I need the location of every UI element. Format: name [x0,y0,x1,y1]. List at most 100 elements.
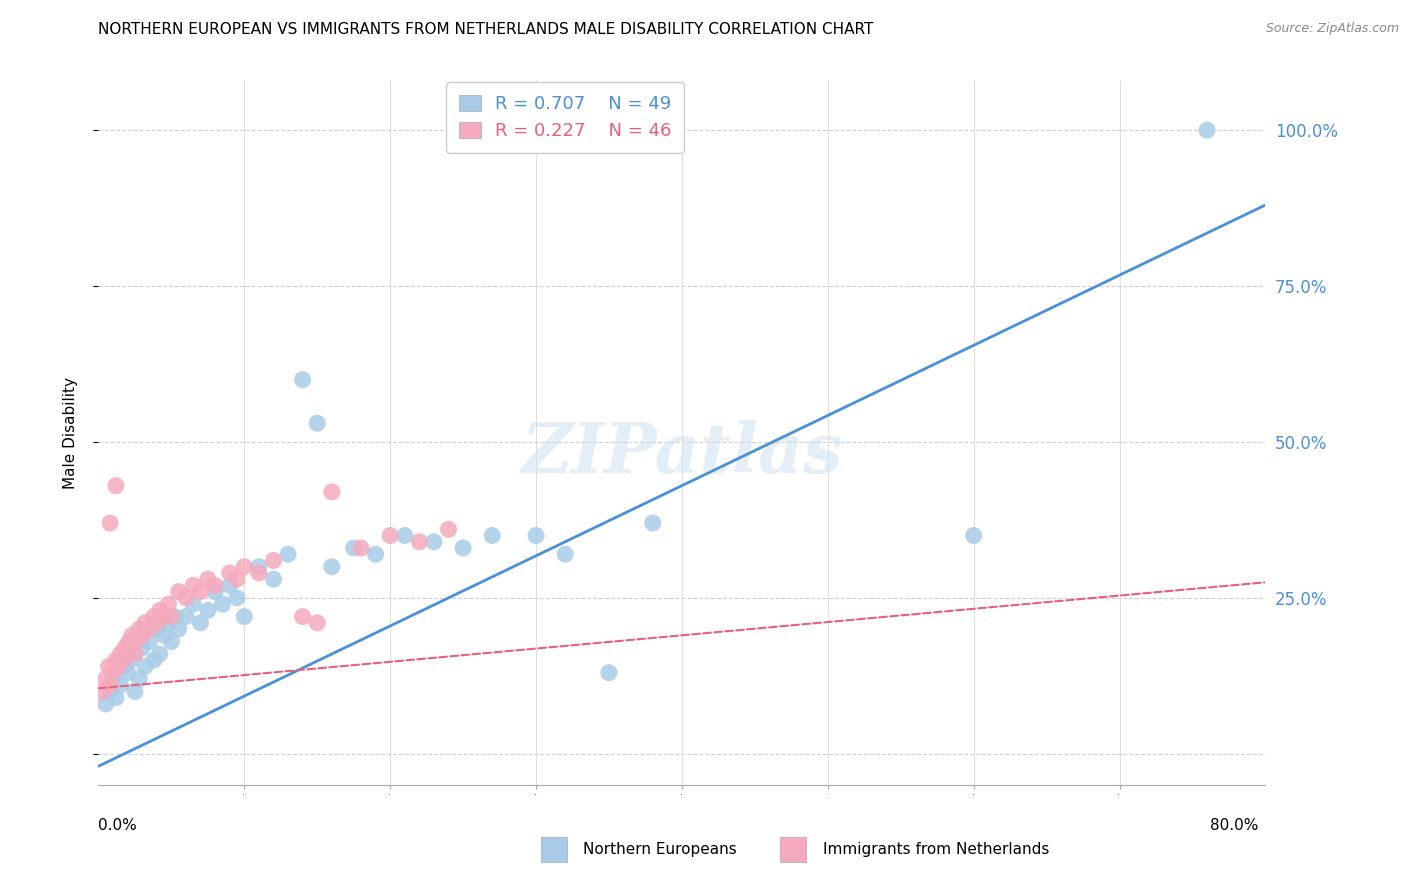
Point [120,640,142,655]
Point [97,659,120,673]
Point [163,609,186,624]
Point [307,615,329,630]
Point [378,528,402,542]
Point [423,534,446,549]
Point [307,417,329,431]
Point [160,634,183,648]
Point [104,478,127,492]
Point [262,572,284,586]
Point [142,609,165,624]
Point [226,572,249,586]
Point [1195,123,1218,137]
Point [167,622,190,636]
Point [174,609,197,624]
Point [394,528,416,542]
Point [138,622,160,636]
Point [104,690,127,705]
Point [218,578,240,592]
Point [146,622,169,636]
Point [174,591,197,605]
Point [481,528,503,542]
Point [962,528,984,542]
Point [181,597,204,611]
Legend: R = 0.707    N = 49, R = 0.227    N = 46: R = 0.707 N = 49, R = 0.227 N = 46 [446,82,685,153]
Point [146,615,169,630]
Point [350,541,373,555]
Point [247,559,270,574]
Text: Immigrants from Netherlands: Immigrants from Netherlands [823,842,1049,856]
Point [110,678,132,692]
Point [149,647,172,661]
Point [157,615,180,630]
Point [291,373,314,387]
Point [118,634,141,648]
Point [125,634,148,648]
Point [408,534,430,549]
Point [218,566,240,580]
Point [98,684,121,698]
Point [437,522,460,536]
Point [554,547,576,561]
Point [104,653,127,667]
Point [197,572,219,586]
Point [233,609,256,624]
Point [641,516,664,530]
Point [277,547,299,561]
Point [134,615,156,630]
Point [108,659,131,673]
Point [128,622,150,636]
Point [181,578,204,592]
Point [262,553,284,567]
Point [101,672,124,686]
Point [142,653,165,667]
Point [117,665,139,680]
Point [190,615,212,630]
Point [160,609,183,624]
Point [98,516,121,530]
Point [364,547,387,561]
Point [247,566,270,580]
Point [451,541,474,555]
Text: ZIPatlas: ZIPatlas [522,420,842,488]
Point [149,603,172,617]
Text: Northern Europeans: Northern Europeans [583,842,737,856]
Point [204,584,226,599]
Point [153,628,176,642]
Point [153,609,176,624]
Point [211,597,233,611]
Point [226,591,249,605]
Point [197,603,219,617]
Point [343,541,366,555]
Point [124,684,146,698]
Point [114,640,136,655]
Point [121,628,143,642]
Point [101,665,124,680]
Point [120,653,142,667]
Point [138,634,160,648]
Text: 0.0%: 0.0% [98,818,138,832]
Point [134,659,156,673]
Point [233,559,256,574]
Point [110,647,132,661]
Point [157,597,180,611]
Text: NORTHERN EUROPEAN VS IMMIGRANTS FROM NETHERLANDS MALE DISABILITY CORRELATION CHA: NORTHERN EUROPEAN VS IMMIGRANTS FROM NET… [98,22,873,37]
Point [112,653,135,667]
Point [321,484,343,499]
Point [91,684,114,698]
Point [94,697,117,711]
Point [190,584,212,599]
Text: Source: ZipAtlas.com: Source: ZipAtlas.com [1265,22,1399,36]
Point [598,665,620,680]
Y-axis label: Male Disability: Male Disability [63,376,77,489]
Point [131,640,153,655]
Point [321,559,343,574]
Point [124,647,146,661]
Point [94,672,117,686]
Point [131,628,153,642]
Point [114,659,136,673]
Point [167,584,190,599]
Point [98,678,121,692]
Point [291,609,314,624]
Point [204,578,226,592]
Point [524,528,547,542]
